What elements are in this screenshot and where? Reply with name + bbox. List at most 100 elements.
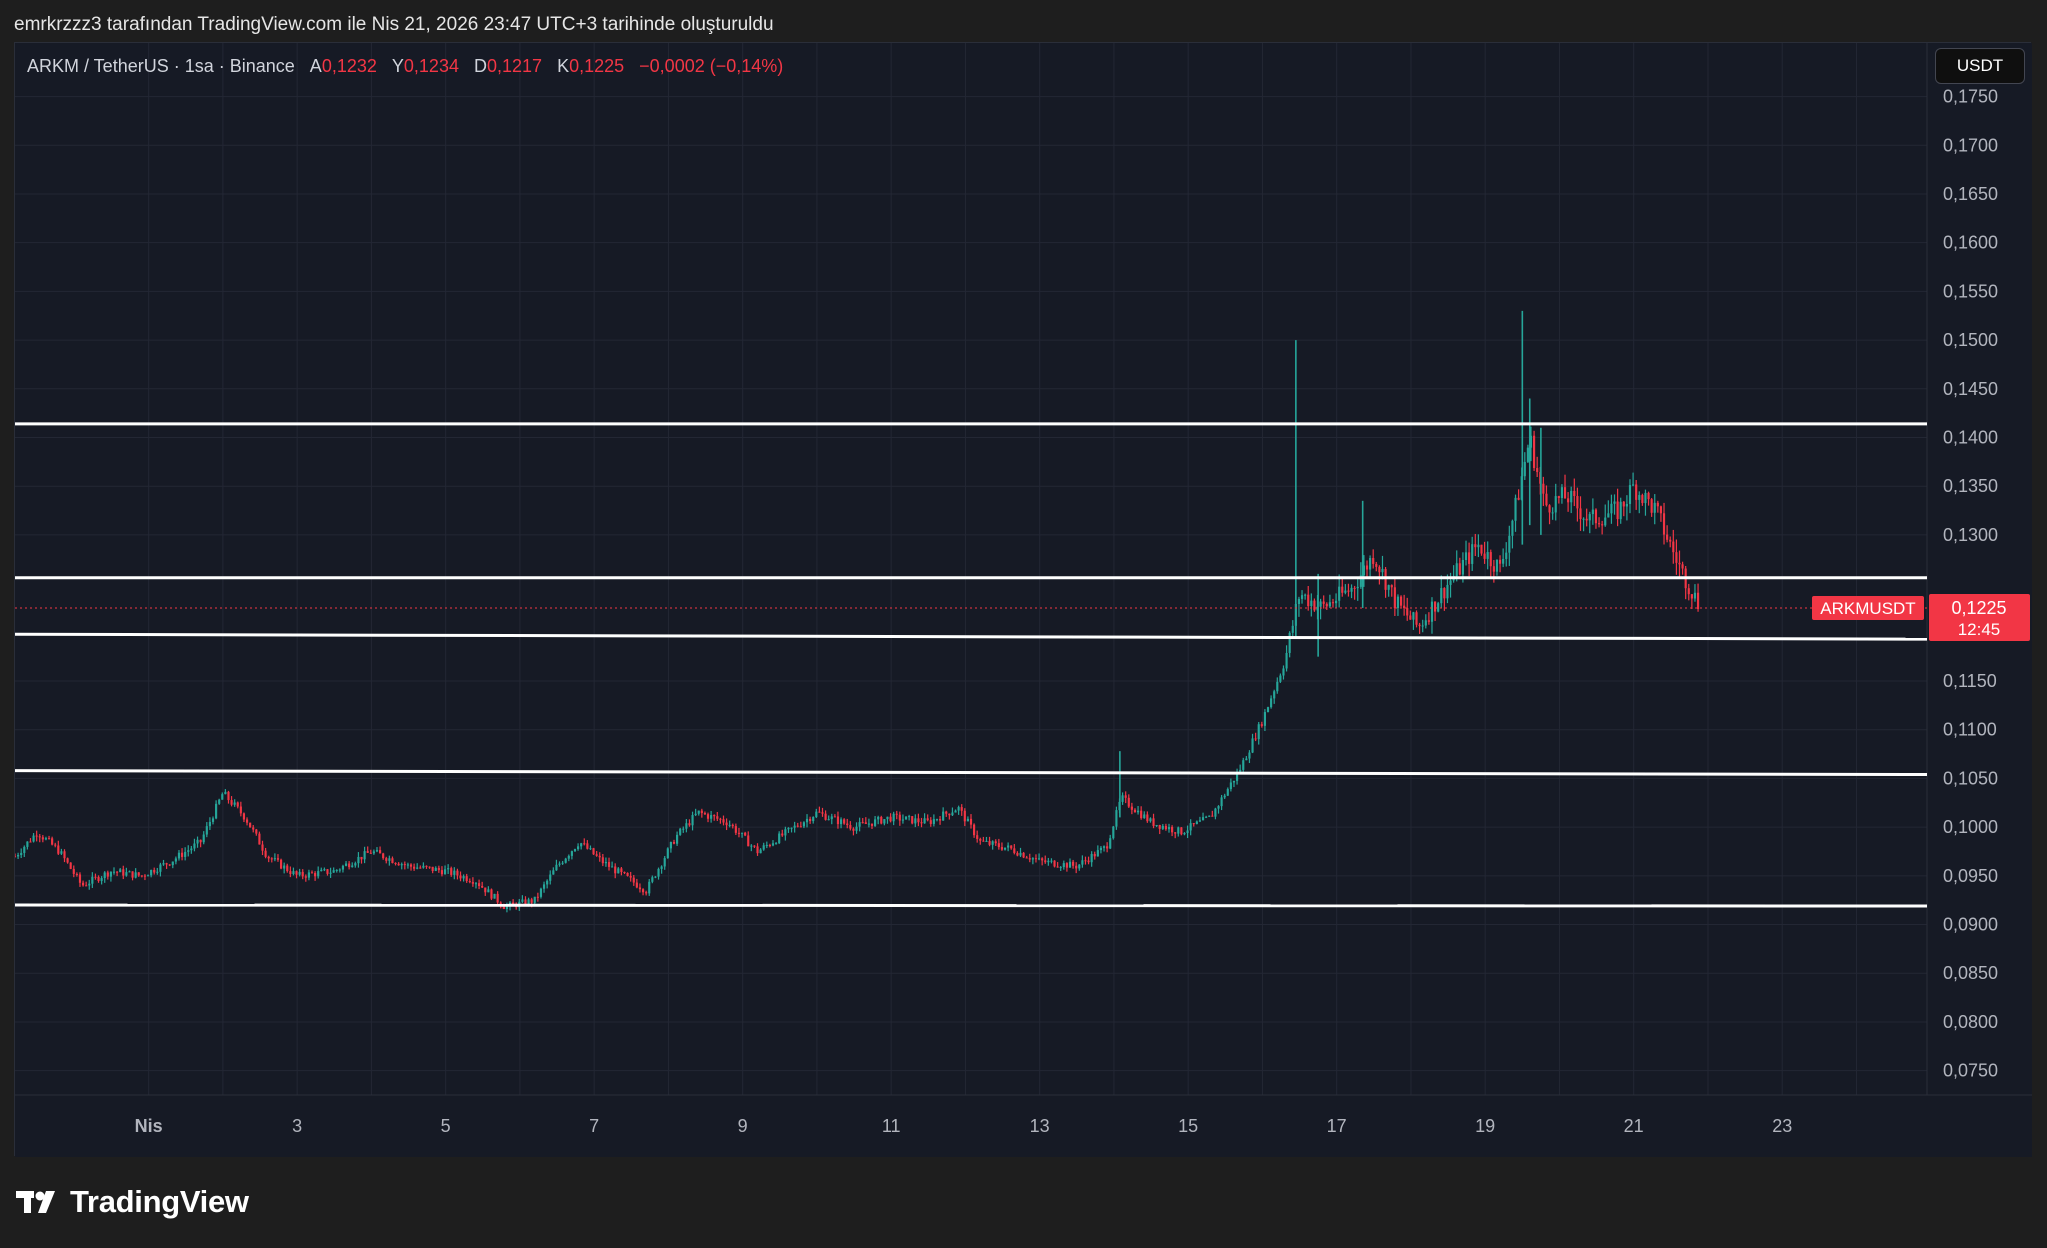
price-tick-label: 0,1400 <box>1943 428 1998 448</box>
candle-body <box>1403 605 1406 609</box>
candle-body <box>932 819 935 824</box>
candle-body <box>710 815 713 819</box>
candle-body <box>843 819 846 824</box>
candle-body <box>935 819 939 821</box>
candle-body <box>208 821 211 827</box>
candle-body <box>245 819 249 823</box>
candle-body <box>645 892 648 894</box>
candle-body <box>1208 815 1211 817</box>
candle-body <box>1115 810 1118 827</box>
candle-body <box>623 871 626 873</box>
candle-body <box>768 845 771 847</box>
candle-body <box>1666 534 1669 540</box>
candle-body <box>180 852 184 857</box>
candle-body <box>75 873 78 875</box>
level-line[interactable] <box>15 903 1928 908</box>
candle-body <box>1003 847 1007 850</box>
price-tick-label: 0,1150 <box>1943 671 1997 691</box>
candle-body <box>1372 558 1375 564</box>
candle-body <box>211 818 215 822</box>
candle-body <box>1523 461 1526 477</box>
candle-body <box>561 862 564 864</box>
candle-body <box>573 849 577 852</box>
level-line[interactable] <box>15 632 1928 641</box>
chart-background <box>15 43 2032 1157</box>
candle-body <box>951 812 954 816</box>
time-tick-label: 15 <box>1178 1116 1198 1136</box>
candle-body <box>790 827 793 829</box>
candle-body <box>1285 652 1288 669</box>
candle-body <box>558 863 561 865</box>
symbol-title[interactable]: ARKM / TetherUS · 1sa · Binance <box>27 56 295 76</box>
last-price-tag <box>1929 594 2030 641</box>
candle-body <box>366 851 369 853</box>
candle-body <box>1291 625 1294 633</box>
candle-body <box>1198 820 1202 822</box>
currency-button[interactable]: USDT <box>1935 48 2025 84</box>
candle-body <box>1322 601 1325 604</box>
candle-body <box>1022 852 1025 858</box>
candle-body <box>264 850 267 857</box>
candle-body <box>38 836 41 838</box>
candle-body <box>1109 838 1112 849</box>
candle-body <box>1282 668 1285 676</box>
candle-body <box>1143 814 1146 819</box>
candle-body <box>679 828 682 835</box>
candle-body <box>635 882 638 888</box>
candle-body <box>1601 524 1604 526</box>
candle-body <box>1393 587 1396 609</box>
chart-panel[interactable]: 0,1750 0,1700 0,1650 0,1600 0,1550 0,1500 0,14… <box>14 42 2032 1157</box>
candle-body <box>1498 559 1502 564</box>
candle-body <box>960 807 963 811</box>
candle-body <box>440 870 444 875</box>
candle-body <box>805 818 809 823</box>
candle-body <box>1415 612 1418 625</box>
candle-body <box>388 858 391 861</box>
low-value: 0,1217 <box>486 56 543 76</box>
candle-body <box>1155 825 1158 827</box>
candle-body <box>586 843 589 849</box>
candle-body <box>443 869 447 875</box>
candle-body <box>1610 503 1613 514</box>
candle-body <box>1260 724 1263 726</box>
candle-body <box>35 835 38 837</box>
candle-body <box>165 863 168 865</box>
candle-body <box>552 870 555 875</box>
candle-body <box>1455 563 1458 577</box>
candlestick-chart[interactable]: 0,1750 0,1700 0,1650 0,1600 0,1550 0,1500 0,14… <box>15 43 2032 1157</box>
symbol-price-tag <box>1812 595 1924 620</box>
candle-body <box>168 864 171 866</box>
candle-body <box>320 869 323 872</box>
candle-body <box>72 868 75 874</box>
candle-body <box>1121 795 1124 802</box>
candle-body <box>1158 825 1161 829</box>
candle-body <box>1508 535 1511 553</box>
candle-body <box>1090 853 1093 863</box>
candle-body <box>1328 602 1331 607</box>
candle-body <box>1140 810 1143 819</box>
candle-body <box>839 819 843 825</box>
last-price-text: 0,1225 <box>1951 598 2006 618</box>
candle-body <box>335 869 338 871</box>
price-tick-label: 0,1500 <box>1943 330 1998 350</box>
candle-body <box>892 813 895 822</box>
candle-body <box>1205 816 1208 818</box>
candle-body <box>1189 823 1192 831</box>
candle-body <box>942 811 945 821</box>
level-line[interactable] <box>15 769 1928 777</box>
candle-body <box>1130 806 1133 810</box>
candle-body <box>1529 435 1533 448</box>
candle-body <box>945 811 948 814</box>
candle-body <box>382 853 385 859</box>
candle-body <box>505 906 509 909</box>
candle-body <box>920 822 923 824</box>
candle-body <box>976 835 979 839</box>
candle-body <box>1149 818 1152 822</box>
candle-body <box>1251 738 1254 753</box>
price-tick-label: 0,1550 <box>1943 281 1998 301</box>
candle-body <box>700 810 703 814</box>
candle-body <box>1010 845 1013 849</box>
candle-body <box>1650 499 1653 513</box>
candle-body <box>1192 823 1195 825</box>
candle-body <box>1464 552 1468 560</box>
